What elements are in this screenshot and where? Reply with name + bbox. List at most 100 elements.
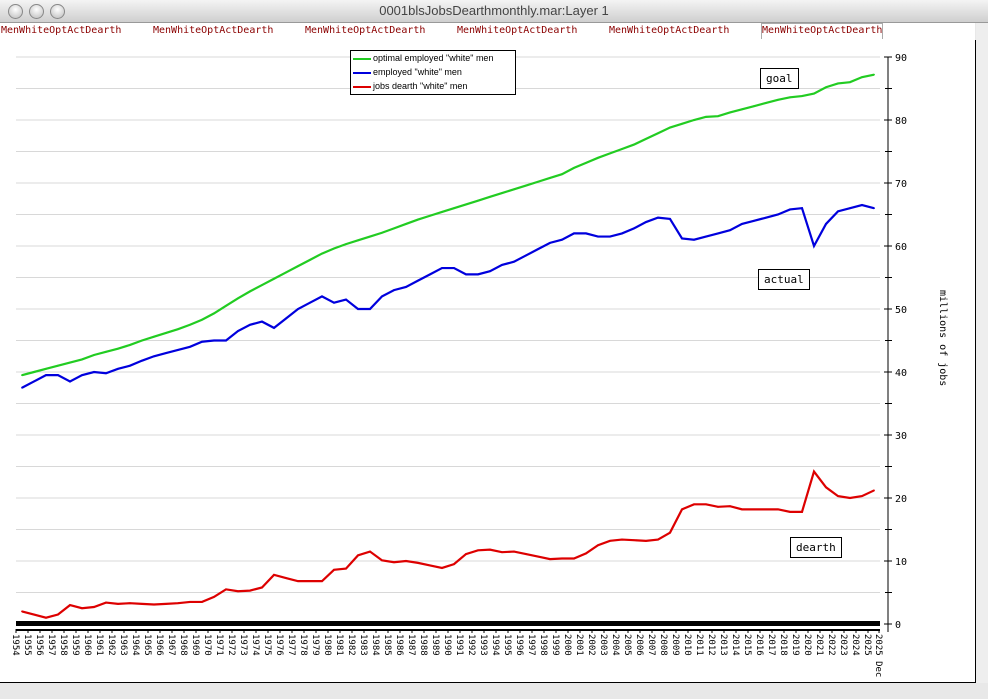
- data-point: [213, 312, 215, 315]
- data-point: [549, 177, 551, 179]
- data-point: [513, 188, 515, 191]
- x-tick-label: 2012: [706, 634, 716, 656]
- data-point: [873, 489, 875, 492]
- data-point: [117, 347, 119, 350]
- tab-3[interactable]: MenWhiteOptActDearth: [305, 25, 426, 36]
- data-point: [861, 76, 863, 79]
- data-point: [321, 295, 323, 298]
- data-point: [801, 95, 803, 97]
- x-tick-label: 1965: [142, 634, 152, 656]
- x-tick-label: 1997: [526, 634, 536, 656]
- data-point: [261, 586, 263, 589]
- x-tick-label: 2013: [718, 634, 728, 656]
- data-point: [93, 606, 95, 608]
- close-button[interactable]: [8, 4, 23, 19]
- data-point: [597, 544, 599, 547]
- x-tick-label: 2025: [862, 634, 872, 656]
- data-point: [261, 284, 263, 286]
- data-point: [129, 364, 131, 367]
- data-point: [321, 252, 323, 255]
- data-point: [189, 601, 191, 603]
- vertical-scrollbar[interactable]: [976, 23, 988, 683]
- data-point: [237, 330, 239, 332]
- data-point: [261, 320, 263, 323]
- data-point: [165, 332, 167, 334]
- x-tick-label: 2001: [574, 634, 584, 656]
- tab-1[interactable]: MenWhiteOptActDearth: [1, 25, 122, 36]
- data-point: [765, 102, 767, 104]
- data-point: [273, 327, 275, 329]
- data-point: [345, 567, 347, 570]
- data-point: [621, 148, 623, 150]
- data-point: [177, 602, 179, 605]
- x-tick-label: 2017: [766, 634, 776, 656]
- data-point: [777, 213, 779, 216]
- data-point: [585, 552, 587, 555]
- data-point: [285, 577, 287, 579]
- legend-label: optimal employed "white" men: [373, 53, 494, 63]
- x-tick-label: 2010: [682, 634, 692, 656]
- data-point: [633, 143, 635, 146]
- series-line-1: [21, 73, 875, 377]
- tab-5[interactable]: MenWhiteOptActDearth: [609, 25, 730, 36]
- data-point: [297, 580, 299, 583]
- y-tick-label: 60: [895, 242, 907, 253]
- data-point: [381, 559, 383, 562]
- data-point: [597, 235, 599, 238]
- x-tick-label: 2004: [610, 634, 620, 656]
- data-point: [657, 538, 659, 541]
- data-point: [309, 301, 311, 304]
- data-point: [513, 550, 515, 553]
- data-point: [21, 386, 23, 389]
- x-tick-label: 1972: [226, 634, 236, 656]
- data-point: [441, 267, 443, 269]
- data-point: [789, 96, 791, 99]
- x-tick-label: 2025 Dec: [873, 634, 883, 677]
- data-point: [489, 270, 491, 273]
- data-point: [297, 308, 299, 310]
- x-tick-label: 1996: [514, 634, 524, 656]
- data-point: [825, 86, 827, 89]
- data-point: [717, 505, 719, 508]
- x-tick-label: 1954: [10, 634, 20, 656]
- data-point: [237, 590, 239, 593]
- chart-frame: [0, 40, 976, 683]
- data-point: [693, 503, 695, 506]
- x-tick-label: 1959: [70, 634, 80, 656]
- data-point: [849, 207, 851, 210]
- data-point: [393, 227, 395, 230]
- tab-4[interactable]: MenWhiteOptActDearth: [457, 25, 578, 36]
- annotation-actual: actual: [758, 269, 810, 290]
- data-point: [453, 267, 455, 269]
- x-tick-label: 1978: [298, 634, 308, 656]
- data-point: [861, 495, 863, 498]
- minimize-button[interactable]: [29, 4, 44, 19]
- data-point: [465, 203, 467, 206]
- data-point: [189, 323, 191, 326]
- data-point: [165, 352, 167, 354]
- data-point: [309, 258, 311, 261]
- annotation-goal: goal: [760, 68, 799, 89]
- data-point: [657, 216, 659, 219]
- data-point: [717, 232, 719, 235]
- data-point: [273, 277, 275, 280]
- data-point: [549, 558, 551, 561]
- zoom-button[interactable]: [50, 4, 65, 19]
- data-point: [357, 308, 359, 310]
- legend-swatch: [353, 71, 371, 74]
- tab-2[interactable]: MenWhiteOptActDearth: [153, 25, 274, 36]
- data-point: [33, 371, 35, 373]
- x-tick-label: 1970: [202, 634, 212, 656]
- data-point: [429, 564, 431, 567]
- x-tick-label: 2009: [670, 634, 680, 656]
- x-tick-label: 1984: [370, 634, 380, 656]
- data-point: [825, 223, 827, 225]
- data-point: [477, 549, 479, 552]
- x-tick-label: 2016: [754, 634, 764, 656]
- data-point: [741, 508, 743, 511]
- x-tick-label: 2022: [826, 634, 836, 656]
- legend-item-dearth: jobs dearth "white" men: [353, 81, 467, 93]
- data-point: [453, 563, 455, 566]
- tab-6[interactable]: MenWhiteOptActDearth: [761, 23, 884, 39]
